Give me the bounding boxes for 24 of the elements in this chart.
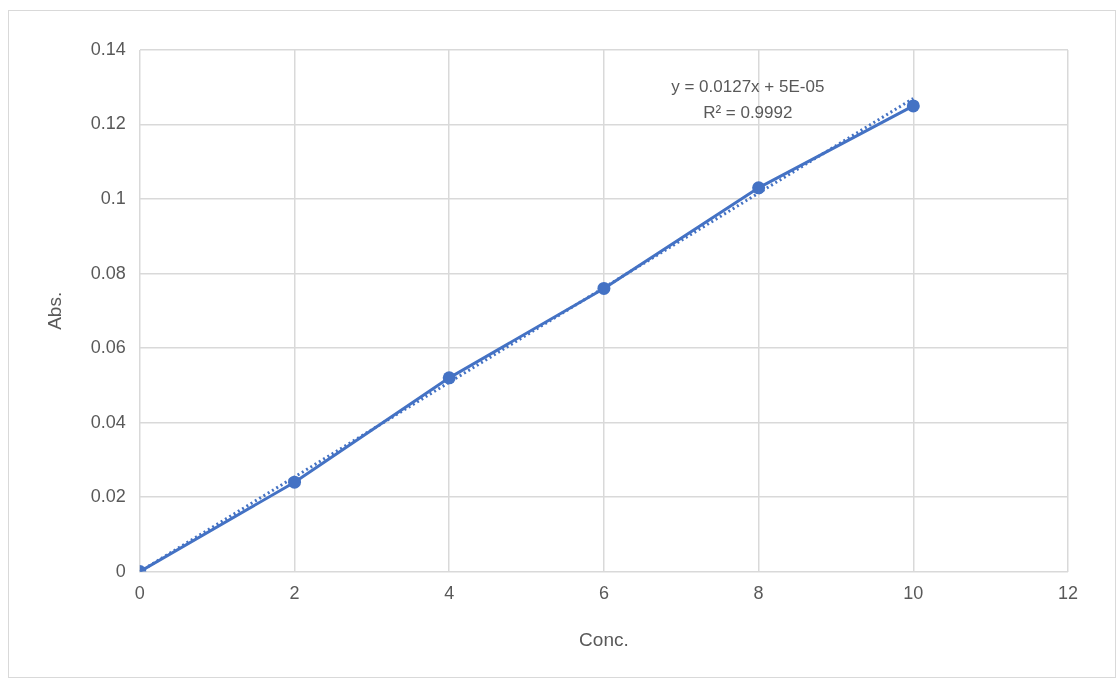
x-tick-label: 4 bbox=[444, 583, 455, 604]
point bbox=[597, 281, 611, 295]
y-tick-label: 0.04 bbox=[90, 411, 126, 432]
y-tick-label: 0.14 bbox=[90, 38, 126, 59]
y-tick-label: 0.12 bbox=[90, 113, 126, 134]
y-tick-label: 0.1 bbox=[100, 188, 126, 208]
point bbox=[288, 475, 302, 489]
y-tick-label: 0.06 bbox=[90, 337, 126, 358]
x-tick-label: 8 bbox=[753, 583, 764, 604]
point bbox=[442, 371, 456, 385]
y-tick-label: 0.08 bbox=[90, 262, 126, 283]
annotation: y = 0.0127x + 5E-05 bbox=[671, 77, 825, 96]
y-tick-label: 0.02 bbox=[90, 486, 126, 507]
y-axis-title: Abs. bbox=[43, 291, 65, 330]
x-tick-label: 12 bbox=[1057, 583, 1079, 604]
annotation: R² = 0.9992 bbox=[703, 103, 793, 122]
x-tick-label: 0 bbox=[134, 583, 145, 604]
x-tick-label: 2 bbox=[289, 583, 300, 604]
y-tick-label: 0 bbox=[115, 560, 126, 581]
point bbox=[906, 99, 920, 113]
x-tick-label: 10 bbox=[903, 583, 924, 604]
x-axis-title: Conc. bbox=[579, 628, 629, 650]
point bbox=[752, 181, 766, 195]
x-tick-label: 6 bbox=[598, 583, 609, 604]
